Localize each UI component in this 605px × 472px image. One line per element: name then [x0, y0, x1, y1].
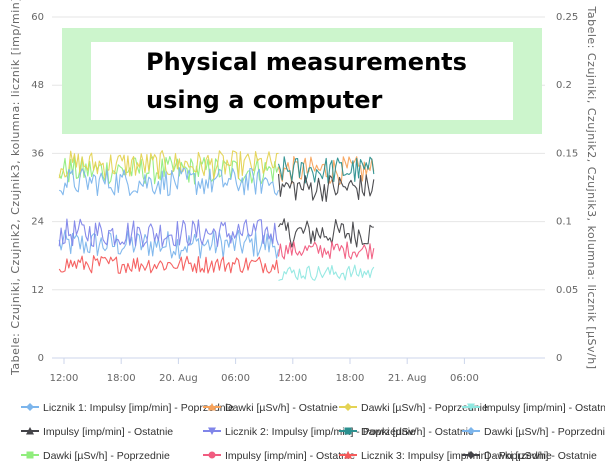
- x-tick-labels: 12:00 18:00 20. Aug 06:00 12:00 18:00 21. Aug 0…: [50, 373, 479, 384]
- legend-item[interactable]: Impulsy [imp/min] - Ostatnie: [462, 402, 605, 414]
- legend-item[interactable]: Impulsy [imp/min] - Ostatnie: [203, 450, 355, 462]
- series-line-4[interactable]: [277, 155, 375, 186]
- y-left-tick-labels: 0 12 24 36 48 60: [31, 12, 44, 364]
- x-tick-label: 18:00: [336, 373, 365, 384]
- legend-marker-diamond: [344, 403, 352, 411]
- legend-label: Licznik 2: Impulsy [imp/min] - Poprzedni…: [225, 426, 416, 438]
- series-line-9[interactable]: [58, 255, 280, 274]
- series-line-10[interactable]: [278, 264, 375, 282]
- banner-title-line-2: using a computer: [146, 86, 383, 114]
- legend-label: Licznik 1: Impulsy [imp/min] - Poprzedni…: [43, 402, 234, 414]
- x-tick-label: 06:00: [450, 373, 479, 384]
- legend-item[interactable]: Impulsy [imp/min] - Ostatnie: [21, 426, 173, 438]
- legend-item[interactable]: Dawki [µSv/h] - Ostatnie: [462, 450, 597, 462]
- y-left-tick-60: 60: [31, 12, 44, 23]
- legend-marker-square: [26, 451, 34, 459]
- title-banner: Physical measurements using a computer: [62, 28, 542, 134]
- x-tick-label: 20. Aug: [159, 373, 198, 384]
- y-right-tick-0.2: 0.2: [556, 80, 572, 91]
- legend-label: Dawki [µSv/h] - Poprzednie: [361, 402, 488, 414]
- banner-box: [91, 42, 513, 120]
- series-line-11[interactable]: [58, 167, 280, 197]
- legend-marker-triangle: [208, 403, 216, 411]
- legend-marker-triangle: [344, 451, 352, 459]
- y-right-tick-0.1: 0.1: [556, 217, 572, 228]
- legend-marker-triangle-down: [467, 403, 475, 411]
- y-left-tick-0: 0: [38, 353, 44, 364]
- y-right-tick-0: 0: [556, 353, 562, 364]
- y-left-tick-12: 12: [31, 285, 44, 296]
- y-right-tick-0.15: 0.15: [556, 148, 578, 159]
- legend-marker-diamond: [26, 403, 34, 411]
- legend: Licznik 1: Impulsy [imp/min] - Poprzedni…: [21, 402, 605, 462]
- y-right-axis-title: Tabele: Czujniki, Czujnik2, Czujnik3, ko…: [585, 5, 598, 369]
- legend-label: Dawki [µSv/h] - Ostatnie: [484, 450, 597, 462]
- legend-item[interactable]: Licznik 2: Impulsy [imp/min] - Poprzedni…: [203, 426, 416, 438]
- x-tick-label: 12:00: [50, 373, 79, 384]
- series-line-2[interactable]: [278, 218, 374, 248]
- legend-marker-diamond: [467, 451, 475, 459]
- legend-label: Dawki [µSv/h] - Poprzednie: [43, 450, 170, 462]
- y-right-tick-0.05: 0.05: [556, 285, 578, 296]
- legend-label: Dawki [µSv/h] - Ostatnie: [361, 426, 474, 438]
- series-line-7[interactable]: [58, 150, 279, 180]
- legend-item[interactable]: Licznik 1: Impulsy [imp/min] - Poprzedni…: [21, 402, 234, 414]
- series-line-6[interactable]: [277, 241, 375, 260]
- legend-item[interactable]: Dawki [µSv/h] - Ostatnie: [203, 402, 338, 414]
- legend-item[interactable]: Dawki [µSv/h] - Ostatnie: [339, 426, 474, 438]
- legend-item[interactable]: Dawki [µSv/h] - Poprzednie: [462, 426, 605, 438]
- legend-marker-circle: [208, 451, 216, 459]
- y-left-tick-24: 24: [31, 217, 44, 228]
- legend-label: Licznik 3: Impulsy [imp/min] - Poprzedni…: [361, 450, 552, 462]
- y-left-tick-36: 36: [31, 148, 44, 159]
- legend-label: Dawki [µSv/h] - Ostatnie: [225, 402, 338, 414]
- x-tick-label: 21. Aug: [388, 373, 427, 384]
- legend-label: Dawki [µSv/h] - Poprzednie: [484, 426, 605, 438]
- y-left-axis-title: Tabele: Czujniki, Czujnik2, Czujnik3, ko…: [9, 0, 22, 376]
- legend-marker-diamond: [467, 427, 475, 435]
- banner-title-line-1: Physical measurements: [146, 48, 467, 76]
- x-tick-label: 06:00: [221, 373, 250, 384]
- legend-marker-triangle: [26, 427, 34, 435]
- y-right-tick-labels: 0 0.05 0.1 0.15 0.2 0.25: [556, 12, 578, 364]
- series-line-5[interactable]: [58, 218, 280, 248]
- series-line-8[interactable]: [277, 156, 375, 184]
- legend-marker-triangle-down: [208, 427, 216, 435]
- legend-item[interactable]: Dawki [µSv/h] - Poprzednie: [21, 450, 170, 462]
- legend-label: Impulsy [imp/min] - Ostatnie: [484, 402, 605, 414]
- legend-item[interactable]: Dawki [µSv/h] - Poprzednie: [339, 402, 488, 414]
- series-lines: [58, 150, 375, 282]
- x-tick-label: 12:00: [278, 373, 307, 384]
- legend-marker-square: [344, 427, 352, 435]
- y-right-tick-0.25: 0.25: [556, 12, 578, 23]
- y-left-tick-48: 48: [31, 80, 44, 91]
- legend-label: Impulsy [imp/min] - Ostatnie: [43, 426, 173, 438]
- legend-label: Impulsy [imp/min] - Ostatnie: [225, 450, 355, 462]
- series-line-1[interactable]: [58, 229, 280, 259]
- series-line-12[interactable]: [277, 174, 375, 203]
- legend-item[interactable]: Licznik 3: Impulsy [imp/min] - Poprzedni…: [339, 450, 552, 462]
- x-tick-label: 18:00: [107, 373, 136, 384]
